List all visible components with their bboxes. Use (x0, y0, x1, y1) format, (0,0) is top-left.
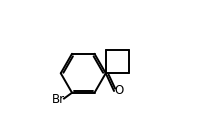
Text: Br: Br (52, 93, 65, 106)
Text: O: O (114, 84, 123, 97)
